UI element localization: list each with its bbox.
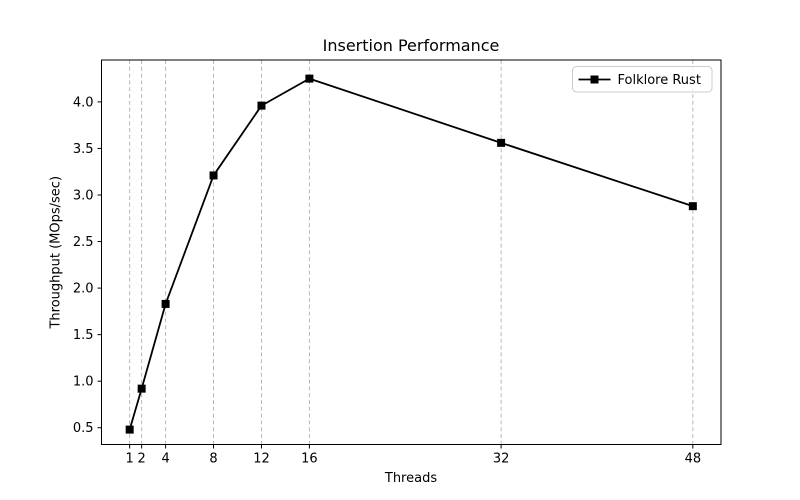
legend-box [572, 66, 713, 93]
x-tick-label: 32 [493, 452, 510, 467]
data-point-marker [688, 202, 697, 211]
axes-layer: 1 2 4 8 12 16 32 480.51.01.52.02.53.03.54.0 [73, 59, 722, 467]
data-point-marker [209, 171, 218, 180]
x-tick-label: 12 [253, 452, 270, 467]
data-point-marker [125, 425, 134, 434]
legend: Folklore Rust [572, 66, 713, 93]
y-tick-label: 2.0 [73, 282, 94, 297]
legend-label: Folklore Rust [618, 73, 701, 88]
x-tick-label: 1 [126, 452, 134, 467]
series-line [128, 77, 694, 430]
plot-border [101, 59, 722, 445]
x-tick-label: 48 [685, 452, 702, 467]
y-tick-label: 3.0 [73, 188, 94, 203]
x-axis-label: Threads [384, 471, 437, 486]
y-tick-label: 3.5 [73, 142, 94, 157]
x-tick-label: 2 [138, 452, 146, 467]
x-tick-label: 4 [161, 452, 169, 467]
x-tick-label: 16 [301, 452, 318, 467]
data-point-marker [257, 101, 266, 110]
data-point-marker [497, 138, 506, 147]
data-point-marker [137, 384, 146, 393]
legend-marker-sample [590, 75, 599, 84]
data-point-marker [305, 74, 314, 83]
chart-title: Insertion Performance [323, 36, 500, 55]
y-tick-label: 1.0 [73, 375, 94, 390]
y-axis-label: Throughput (MOps/sec) [49, 176, 64, 330]
series-layer [125, 74, 697, 434]
data-point-marker [161, 299, 170, 308]
gridline-layer [129, 60, 694, 445]
y-tick-label: 2.5 [73, 235, 94, 250]
y-tick-label: 0.5 [73, 421, 94, 436]
y-tick-label: 4.0 [73, 95, 94, 110]
x-tick-label: 8 [209, 452, 217, 467]
y-tick-label: 1.5 [73, 328, 94, 343]
